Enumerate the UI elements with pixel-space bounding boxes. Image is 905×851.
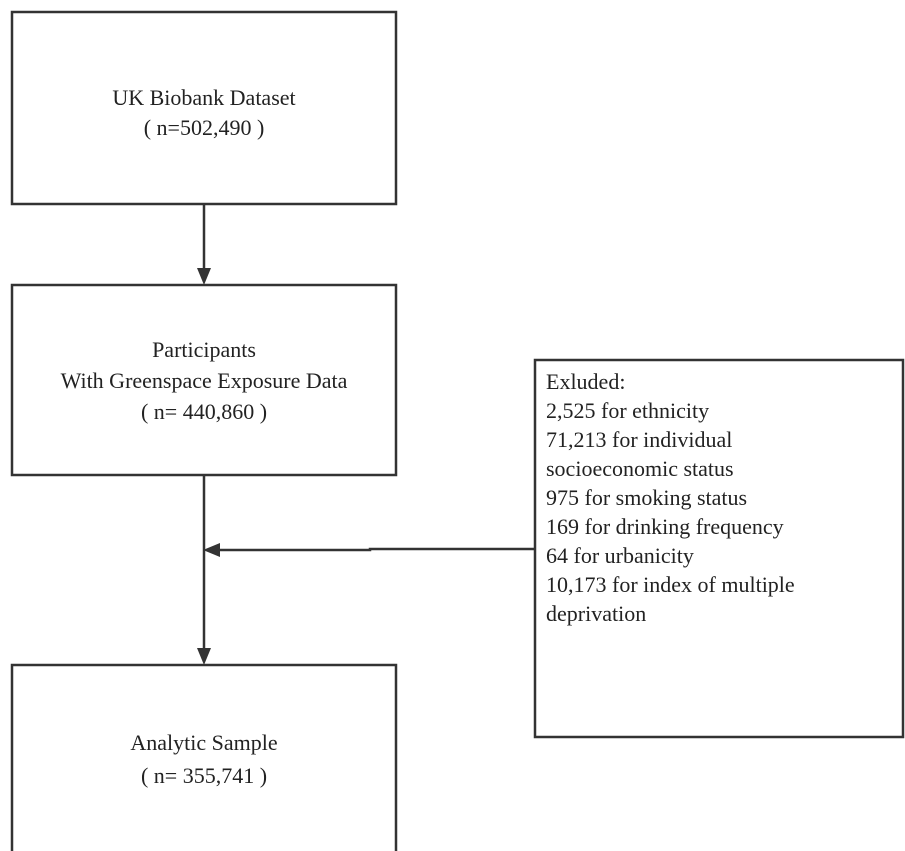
exclusion-text: 64 for urbanicity	[546, 543, 694, 568]
exclusion-text: 71,213 for individual	[546, 427, 732, 452]
exclusion-text: 975 for smoking status	[546, 485, 747, 510]
node-text: With Greenspace Exposure Data	[61, 368, 348, 393]
node-text: ( n= 440,860 )	[141, 399, 267, 424]
node-box	[10, 663, 398, 851]
arrowhead	[197, 268, 211, 285]
node-text: ( n= 355,741 )	[141, 763, 267, 788]
exclusion-text: socioeconomic status	[546, 456, 734, 481]
node-text: Participants	[152, 337, 256, 362]
exclusion-text: 2,525 for ethnicity	[546, 398, 709, 423]
exclusion-text: Exluded:	[546, 369, 625, 394]
arrowhead	[203, 543, 220, 557]
node-text: ( n=502,490 )	[144, 115, 265, 140]
connector	[218, 547, 535, 552]
node-text: UK Biobank Dataset	[112, 85, 295, 110]
exclusion-text: 169 for drinking frequency	[546, 514, 784, 539]
exclusion-text: deprivation	[546, 601, 646, 626]
arrowhead	[197, 648, 211, 665]
node-text: Analytic Sample	[130, 730, 277, 755]
exclusion-text: 10,173 for index of multiple	[546, 572, 795, 597]
